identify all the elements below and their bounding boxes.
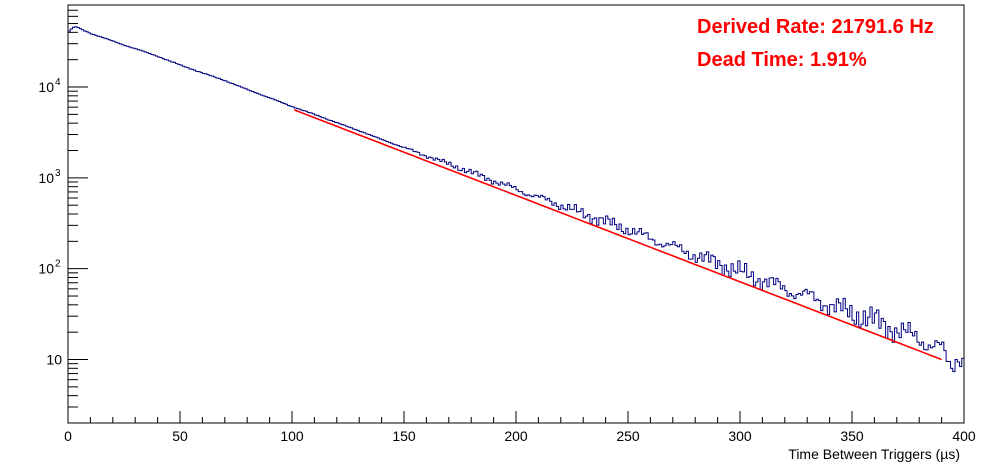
y-tick-label-exponent: 4: [55, 77, 61, 88]
x-tick-label: 400: [952, 428, 976, 444]
x-tick-label: 250: [616, 428, 640, 444]
x-axis-ticks: 0 50 100 150 200 250 300 350 400: [64, 411, 976, 444]
y-tick-label: 10: [38, 261, 54, 277]
derived-rate-annotation: Derived Rate: 21791.6 Hz: [697, 16, 934, 38]
y-tick-label-exponent: 3: [55, 168, 61, 179]
x-tick-label: 50: [172, 428, 188, 444]
exponential-fit-line: [293, 109, 942, 361]
y-tick-label: 10: [38, 170, 54, 186]
x-tick-label: 200: [504, 428, 528, 444]
x-tick-label: 100: [280, 428, 304, 444]
x-tick-label: 300: [728, 428, 752, 444]
x-axis-label: Time Between Triggers (µs): [788, 446, 960, 462]
x-tick-label: 0: [64, 428, 72, 444]
y-tick-label: 10: [46, 352, 62, 368]
series-layer: [68, 26, 964, 373]
dead-time-annotation: Dead Time: 1.91%: [697, 49, 867, 71]
x-tick-label: 150: [392, 428, 416, 444]
histogram-series: [68, 26, 964, 373]
x-tick-label: 350: [840, 428, 864, 444]
y-tick-label-exponent: 2: [55, 259, 61, 270]
y-tick-label: 10: [38, 79, 54, 95]
